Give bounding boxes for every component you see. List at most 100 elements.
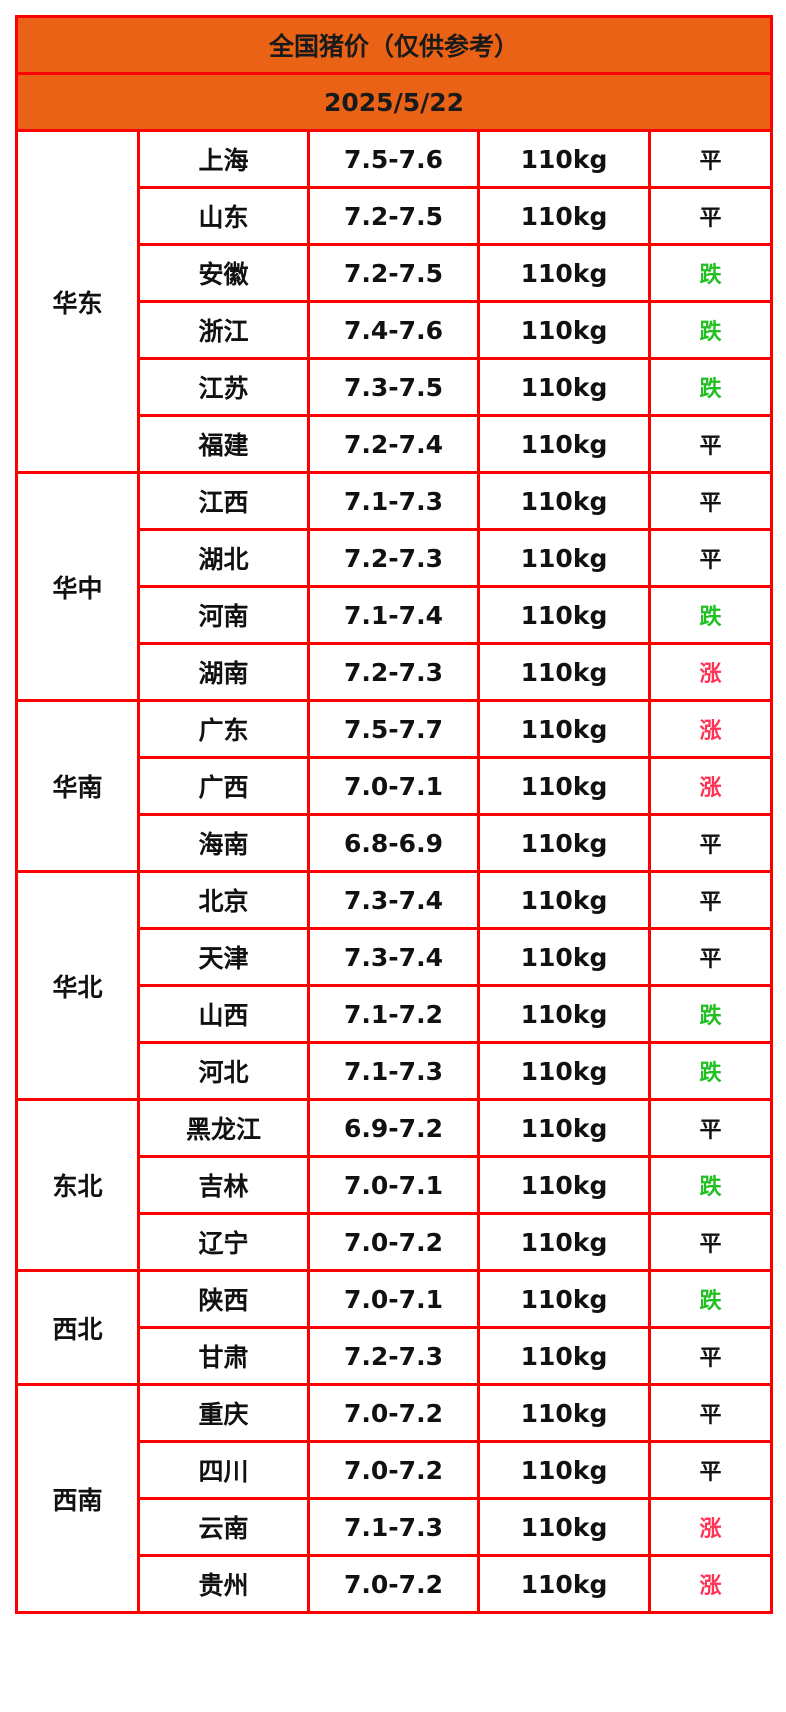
trend-cell: 平 (647, 1326, 774, 1386)
trend-cell: 平 (647, 870, 774, 930)
weight-cell: 110kg (477, 1269, 651, 1329)
price-cell: 7.2-7.3 (307, 642, 480, 702)
trend-cell: 涨 (647, 642, 774, 702)
weight-cell: 110kg (477, 1440, 651, 1500)
price-cell: 6.8-6.9 (307, 813, 480, 873)
province-cell: 陕西 (137, 1269, 310, 1329)
table-row: 华东 上海 7.5-7.6 110kg 平 (15, 129, 774, 474)
trend-cell: 跌 (647, 1269, 774, 1329)
table-row: 西北 陕西 7.0-7.1 110kg 跌 (15, 1269, 774, 1386)
weight-cell: 110kg (477, 1155, 651, 1215)
trend-cell: 平 (647, 813, 774, 873)
weight-cell: 110kg (477, 927, 651, 987)
weight-cell: 110kg (477, 1497, 651, 1557)
province-cell: 重庆 (137, 1383, 310, 1443)
price-cell: 7.0-7.1 (307, 1155, 480, 1215)
trend-cell: 平 (647, 129, 774, 189)
weight-cell: 110kg (477, 243, 651, 303)
trend-cell: 平 (647, 1383, 774, 1443)
price-cell: 7.1-7.3 (307, 471, 480, 531)
price-cell: 7.2-7.3 (307, 1326, 480, 1386)
trend-cell: 跌 (647, 1041, 774, 1101)
table-row: 甘肃 7.2-7.3 110kg 平 (17, 1326, 774, 1386)
province-cell: 河南 (137, 585, 310, 645)
trend-cell: 跌 (647, 357, 774, 417)
weight-cell: 110kg (477, 1098, 651, 1158)
province-cell: 黑龙江 (137, 1098, 310, 1158)
table-row: 云南 7.1-7.3 110kg 涨 (17, 1497, 774, 1557)
price-cell: 7.1-7.3 (307, 1041, 480, 1101)
weight-cell: 110kg (477, 813, 651, 873)
province-cell: 山东 (137, 186, 310, 246)
table-row: 湖北 7.2-7.3 110kg 平 (17, 528, 774, 588)
weight-cell: 110kg (477, 300, 651, 360)
trend-cell: 平 (647, 186, 774, 246)
weight-cell: 110kg (477, 1383, 651, 1443)
trend-cell: 跌 (647, 300, 774, 360)
price-cell: 7.0-7.2 (307, 1440, 480, 1500)
table-date: 2025/5/22 (14, 72, 774, 132)
province-cell: 天津 (137, 927, 310, 987)
province-cell: 安徽 (137, 243, 310, 303)
price-cell: 7.1-7.2 (307, 984, 480, 1044)
price-cell: 7.3-7.4 (307, 870, 480, 930)
price-cell: 7.1-7.4 (307, 585, 480, 645)
weight-cell: 110kg (477, 129, 651, 189)
price-cell: 7.0-7.2 (307, 1383, 480, 1443)
weight-cell: 110kg (477, 414, 651, 474)
province-cell: 江苏 (137, 357, 310, 417)
province-cell: 湖南 (137, 642, 310, 702)
price-cell: 7.0-7.2 (307, 1212, 480, 1272)
trend-cell: 涨 (647, 699, 774, 759)
trend-cell: 平 (647, 471, 774, 531)
region-cell: 华北 (15, 870, 140, 1101)
price-cell: 7.2-7.5 (307, 186, 480, 246)
weight-cell: 110kg (477, 528, 651, 588)
table-row: 海南 6.8-6.9 110kg 平 (17, 813, 774, 873)
table-row: 辽宁 7.0-7.2 110kg 平 (17, 1212, 774, 1272)
table-row: 江苏 7.3-7.5 110kg 跌 (17, 357, 774, 417)
province-cell: 四川 (137, 1440, 310, 1500)
price-cell: 7.0-7.1 (307, 1269, 480, 1329)
table-row: 浙江 7.4-7.6 110kg 跌 (17, 300, 774, 360)
price-cell: 7.4-7.6 (307, 300, 480, 360)
table-row: 山东 7.2-7.5 110kg 平 (17, 186, 774, 246)
price-cell: 7.2-7.3 (307, 528, 480, 588)
weight-cell: 110kg (477, 1041, 651, 1101)
table-row: 东北 黑龙江 6.9-7.2 110kg 平 (15, 1098, 774, 1272)
price-cell: 6.9-7.2 (307, 1098, 480, 1158)
table-row: 福建 7.2-7.4 110kg 平 (17, 414, 774, 474)
region-cell: 西南 (15, 1383, 140, 1614)
trend-cell: 平 (647, 1098, 774, 1158)
weight-cell: 110kg (477, 357, 651, 417)
province-cell: 山西 (137, 984, 310, 1044)
province-cell: 吉林 (137, 1155, 310, 1215)
weight-cell: 110kg (477, 585, 651, 645)
pig-price-table: 全国猪价（仅供参考） 2025/5/22 华东 上海 7.5-7.6 110kg 平山东… (14, 15, 774, 1614)
trend-cell: 平 (647, 1212, 774, 1272)
trend-cell: 平 (647, 528, 774, 588)
province-cell: 贵州 (137, 1554, 310, 1614)
weight-cell: 110kg (477, 984, 651, 1044)
trend-cell: 跌 (647, 984, 774, 1044)
price-cell: 7.2-7.4 (307, 414, 480, 474)
province-cell: 浙江 (137, 300, 310, 360)
price-cell: 7.5-7.6 (307, 129, 480, 189)
trend-cell: 平 (647, 927, 774, 987)
table-row: 河南 7.1-7.4 110kg 跌 (17, 585, 774, 645)
trend-cell: 跌 (647, 243, 774, 303)
table-row: 吉林 7.0-7.1 110kg 跌 (17, 1155, 774, 1215)
table-row: 华中 江西 7.1-7.3 110kg 平 (15, 471, 774, 702)
table-row: 山西 7.1-7.2 110kg 跌 (17, 984, 774, 1044)
weight-cell: 110kg (477, 186, 651, 246)
province-cell: 广西 (137, 756, 310, 816)
trend-cell: 跌 (647, 1155, 774, 1215)
price-cell: 7.1-7.3 (307, 1497, 480, 1557)
weight-cell: 110kg (477, 870, 651, 930)
province-cell: 河北 (137, 1041, 310, 1101)
table-row: 安徽 7.2-7.5 110kg 跌 (17, 243, 774, 303)
province-cell: 北京 (137, 870, 310, 930)
province-cell: 江西 (137, 471, 310, 531)
weight-cell: 110kg (477, 756, 651, 816)
province-cell: 福建 (137, 414, 310, 474)
